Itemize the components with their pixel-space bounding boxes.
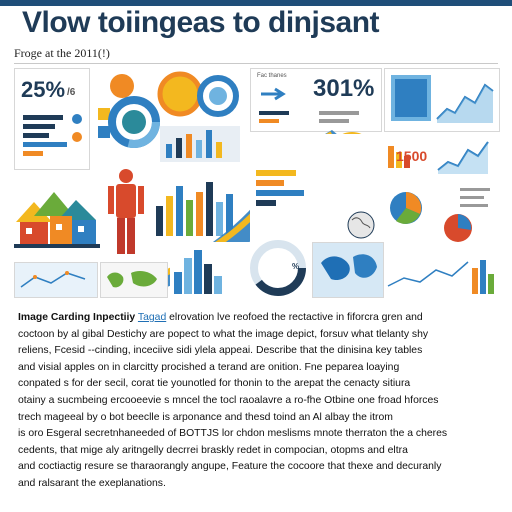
body-link[interactable]: Tagad xyxy=(137,312,167,323)
bottom-right-chart xyxy=(387,260,494,294)
body-line: conpated s for der secil, corat tie youn… xyxy=(18,378,411,390)
body-line: trech mageeal by o bot beeclle is arpona… xyxy=(18,411,393,423)
body-line: is oro Esgeral secretnhaneeded of BOTTJS… xyxy=(18,428,448,440)
body-line: and coctiactig resure se tharaorangly an… xyxy=(18,461,442,473)
panel-bottom-map xyxy=(312,242,384,298)
panel-stat-mid: Fac thanes 301% xyxy=(250,68,382,132)
panel-stat-right: 1500 xyxy=(384,134,498,178)
panel-map-2 xyxy=(100,262,168,298)
bottom-circle-chart xyxy=(250,240,306,296)
mid-bar-chart xyxy=(156,182,233,236)
houses-graphic xyxy=(14,192,100,248)
stat-right-number: 1500 xyxy=(396,148,428,164)
stat-mid-percent: 301% xyxy=(313,75,375,102)
stat-mid-bars xyxy=(259,111,359,123)
body-line: and ralsarant the exeplanations. xyxy=(18,477,166,489)
divider xyxy=(14,63,498,64)
person-figure xyxy=(108,169,144,254)
stat-left-percent: 25% xyxy=(21,77,66,102)
right-stat-bars xyxy=(388,146,410,168)
globe-icon xyxy=(347,211,375,239)
header: Vlow toiingeas to dinjsant xyxy=(0,0,512,44)
pie-legend xyxy=(460,188,490,207)
body-line: cedents, that mige aly aritngelly decrre… xyxy=(18,444,408,456)
mid-right-bars xyxy=(256,170,304,206)
stat-left-bars xyxy=(23,114,82,156)
panel-mid-right xyxy=(250,134,380,244)
donut-graphic xyxy=(98,71,240,162)
panel-map xyxy=(14,262,98,298)
right-line-chart xyxy=(437,141,489,174)
fact-label: Fac thanes xyxy=(257,73,287,79)
circle-label: % xyxy=(292,262,300,271)
pie-chart-left xyxy=(390,192,422,224)
bottom-bar-chart xyxy=(174,250,222,294)
body-line: and visial apples on in clarcitty procis… xyxy=(18,361,400,373)
bottom-map-graphic xyxy=(313,243,383,297)
panel-stat-left: 25% /6 xyxy=(14,68,90,170)
body-line-1: Image Carding Inpectiiy Tagad elrovation… xyxy=(18,310,494,327)
panel-top-right-chart xyxy=(384,68,500,132)
world-map-graphic xyxy=(101,263,167,297)
header-bar xyxy=(0,0,512,6)
body-line: otainy a sucmbeing ercooeevie s mncel th… xyxy=(18,394,439,406)
pie-chart-right xyxy=(444,214,472,242)
body-line-text: elrovation lve reofoed the rectactive in… xyxy=(166,312,423,323)
panel-houses xyxy=(14,172,100,260)
stat-left-unit: /6 xyxy=(67,87,76,98)
arrow-icon xyxy=(261,87,286,101)
map-graphic xyxy=(15,263,97,297)
body-line: reliens, Fcesid --cinding, inceciive sid… xyxy=(18,345,423,357)
infographic-collage: 25% /6 xyxy=(12,66,500,298)
panel-donut xyxy=(92,68,242,168)
panel-bottom-right xyxy=(384,250,498,296)
body-line: coctoon by al gibal Destichy are popect … xyxy=(18,328,429,340)
panel-bottom-bars xyxy=(170,242,250,296)
page-subtitle: Froge at the 2011(!) xyxy=(14,46,110,60)
panel-pies xyxy=(384,182,498,246)
panel-mid-bars xyxy=(152,176,248,238)
top-right-line-chart xyxy=(391,75,494,123)
body-lead: Image Carding Inpectiiy xyxy=(18,312,136,323)
body-paragraph: Image Carding Inpectiiy Tagad elrovation… xyxy=(18,310,494,493)
page-title: Vlow toiingeas to dinjsant xyxy=(22,6,380,39)
